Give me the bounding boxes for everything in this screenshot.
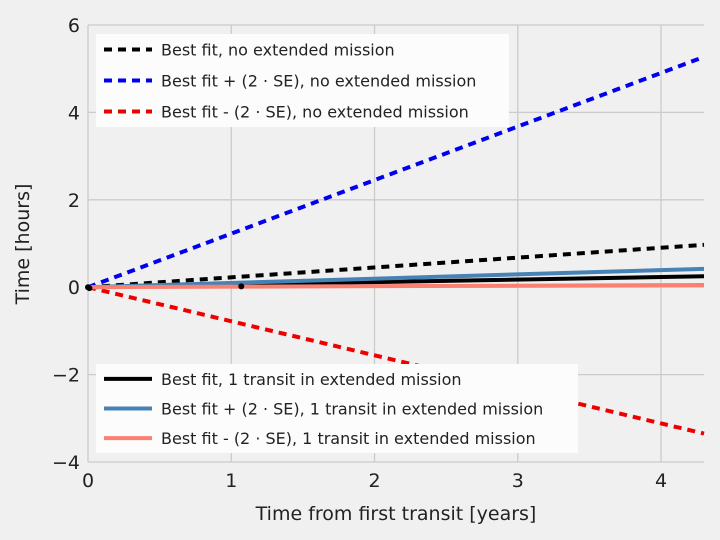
data-point — [86, 285, 93, 292]
x-tick-labels: 0 1 2 3 4 — [82, 470, 667, 492]
series-line — [87, 266, 705, 290]
y-tick-label: −4 — [52, 452, 80, 474]
x-tick-label: 4 — [655, 470, 667, 492]
y-tick-label: 6 — [68, 15, 80, 37]
legend-label: Best fit, 1 transit in extended mission — [161, 370, 462, 389]
y-tick-label: 2 — [68, 190, 80, 212]
data-markers — [85, 283, 245, 292]
series-lines — [87, 55, 705, 436]
legend-label: Best fit - (2 · SE), no extended mission — [161, 103, 469, 122]
y-tick-label: −2 — [52, 365, 80, 387]
x-tick-label: 0 — [82, 470, 94, 492]
legend-label: Best fit + (2 · SE), no extended mission — [161, 72, 476, 91]
legend-box — [96, 364, 578, 453]
y-axis-label: Time [hours] — [12, 184, 34, 306]
legend-label: Best fit, no extended mission — [161, 41, 395, 60]
legend-upper-left: Best fit, no extended mission Best fit + … — [96, 34, 509, 127]
legend-lower-left: Best fit, 1 transit in extended mission B… — [96, 364, 578, 453]
series-line — [87, 55, 705, 290]
legends: Best fit, no extended mission Best fit + … — [96, 34, 578, 453]
x-tick-label: 1 — [225, 470, 237, 492]
legend-label: Best fit + (2 · SE), 1 transit in extend… — [161, 400, 543, 419]
y-tick-label: 4 — [68, 102, 80, 124]
legend-label: Best fit - (2 · SE), 1 transit in extend… — [161, 429, 536, 448]
y-tick-labels: −4 −2 0 2 4 6 — [52, 15, 80, 474]
y-tick-label: 0 — [68, 277, 80, 299]
x-tick-label: 3 — [512, 470, 524, 492]
series-line — [87, 285, 705, 436]
x-tick-label: 2 — [368, 470, 380, 492]
x-axis-label: Time from first transit [years] — [255, 503, 537, 525]
legend-box — [96, 34, 509, 127]
series-line — [87, 242, 705, 290]
series-line — [87, 283, 705, 290]
data-point — [238, 283, 245, 290]
